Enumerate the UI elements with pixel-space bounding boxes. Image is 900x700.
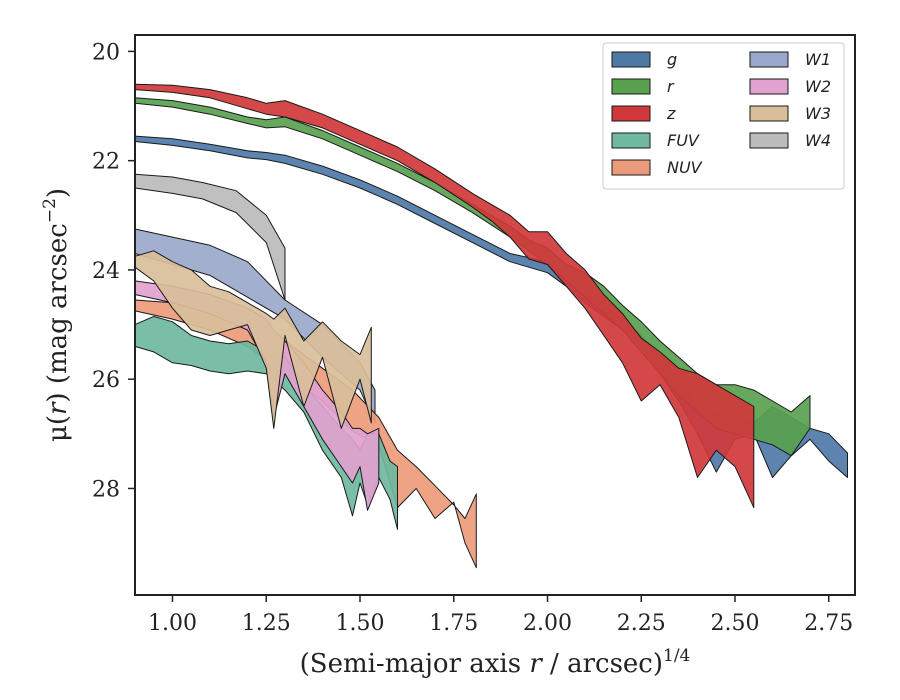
plot-frame — [134, 34, 856, 596]
y-tick-label: 28 — [92, 477, 120, 502]
x-tick-label: 1.25 — [242, 611, 291, 636]
y-tick-label: 26 — [92, 368, 120, 393]
legend-swatch-g — [611, 51, 651, 68]
legend-swatch-r — [611, 78, 651, 95]
legend-label-fuv: FUV — [667, 131, 700, 150]
y-tick-label: 20 — [92, 40, 120, 65]
x-axis-label: (Semi-major axis r / arcsec)1/4 — [300, 646, 691, 679]
legend-swatch-nuv — [611, 159, 651, 176]
legend-swatch-w3 — [749, 105, 789, 122]
x-tick-label: 2.75 — [804, 611, 853, 636]
y-tick-label: 24 — [92, 259, 120, 284]
x-tick-label: 1.75 — [429, 611, 478, 636]
x-tick-label: 1.50 — [336, 611, 385, 636]
x-tick-label: 2.00 — [523, 611, 572, 636]
legend-label-w4: W4 — [805, 131, 831, 150]
x-tick-label: 1.00 — [148, 611, 197, 636]
legend-label-w3: W3 — [805, 104, 831, 123]
y-tick-label: 22 — [92, 150, 120, 175]
axis-ticks: 1.00 1.25 1.50 1.75 2.00 2.25 2.50 2.75 20 22 24 26… — [92, 40, 853, 636]
legend-swatch-w1 — [749, 51, 789, 68]
legend-label-nuv: NUV — [667, 158, 703, 177]
legend-label-g: g — [667, 50, 677, 69]
legend-label-z: z — [666, 104, 676, 123]
legend-label-w1: W1 — [805, 50, 831, 69]
y-axis-label: μ(r) (mag arcsec−2) — [40, 188, 73, 442]
legend-label-r: r — [667, 77, 675, 96]
x-tick-label: 2.25 — [617, 611, 666, 636]
band-fills — [134, 83, 848, 569]
legend-swatch-z — [611, 105, 651, 122]
x-tick-label: 2.50 — [711, 611, 760, 636]
legend-swatch-w2 — [749, 78, 789, 95]
legend: grz FUV NUV W1 W2 W3 W4 — [602, 42, 845, 190]
legend-label-w2: W2 — [805, 77, 831, 96]
band-z — [134, 83, 755, 509]
legend-swatch-w4 — [749, 132, 789, 149]
legend-swatch-fuv — [611, 132, 651, 149]
band-w3 — [134, 250, 372, 429]
